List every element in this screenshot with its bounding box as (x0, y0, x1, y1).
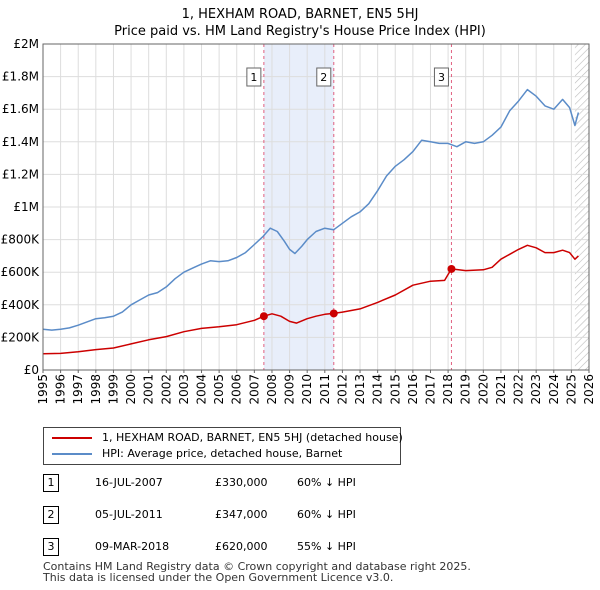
y-tick-label: £200K (1, 330, 41, 344)
x-tick-label: 2015 (388, 374, 402, 405)
x-tick-label: 2001 (142, 374, 156, 405)
x-tick-label: 2014 (371, 374, 385, 405)
legend-item-property: 1, HEXHAM ROAD, BARNET, EN5 5HJ (detache… (52, 430, 403, 446)
chart-legend: 1, HEXHAM ROAD, BARNET, EN5 5HJ (detache… (43, 427, 403, 465)
plot-frame (42, 43, 590, 371)
sale-point (447, 264, 456, 273)
x-tick-label: 2003 (177, 374, 191, 405)
x-tick-label: 2025 (564, 374, 578, 405)
transaction-date: 09-MAR-2018 (95, 540, 170, 553)
transaction-row: 2 05-JUL-2011 £347,000 60% ↓ HPI (43, 506, 443, 524)
x-tick-label: 2024 (547, 374, 561, 405)
x-tick-label: 2004 (195, 374, 209, 405)
legend-swatch-hpi (52, 453, 92, 455)
hpi-line (42, 88, 580, 331)
x-tick-label: 1995 (36, 374, 50, 405)
x-tick-label: 1996 (54, 374, 68, 405)
y-tick-label: £1.4M (2, 135, 39, 149)
sale-label: 2 (320, 71, 327, 84)
x-tick-label: 2019 (459, 374, 473, 405)
x-tick-label: 2021 (494, 374, 508, 405)
x-tick-label: 2007 (247, 374, 261, 405)
x-tick-label: 2022 (512, 374, 526, 405)
x-tick-label: 2002 (159, 374, 173, 405)
x-tick-label: 2011 (318, 374, 332, 405)
price-chart: 1 2 3 £0 £200K £400K £600K £800K £1M £1.2M £1.4M £… (1, 37, 596, 405)
x-tick-label: 2009 (283, 374, 297, 405)
transaction-number: 2 (43, 506, 59, 524)
legend-item-hpi: HPI: Average price, detached house, Barn… (52, 446, 342, 462)
x-tick-label: 2017 (423, 374, 437, 405)
x-tick-label: 1999 (106, 374, 120, 405)
y-tick-label: £1.2M (2, 167, 39, 181)
transaction-date: 05-JUL-2011 (95, 508, 163, 521)
x-tick-label: 2006 (230, 374, 244, 405)
x-tick-label: 2020 (476, 374, 490, 405)
legend-swatch-property (52, 437, 92, 439)
y-tick-label: £1.8M (2, 70, 39, 84)
sale-label-box (316, 67, 332, 87)
y-tick-label: £0 (24, 363, 39, 377)
x-tick-label: 2010 (300, 374, 314, 405)
transaction-hpi: 55% ↓ HPI (297, 540, 356, 553)
chart-title: 1, HEXHAM ROAD, BARNET, EN5 5HJ Price pa… (0, 6, 600, 40)
footer-line2: This data is licensed under the Open Gov… (43, 571, 394, 584)
y-tick-label: £1M (13, 200, 39, 214)
x-tick-label: 2005 (212, 374, 226, 405)
sale-point (259, 312, 268, 321)
transaction-price: £330,000 (215, 476, 268, 489)
x-tick-label: 2012 (335, 374, 349, 405)
transaction-price: £620,000 (215, 540, 268, 553)
sale-label: 1 (250, 71, 257, 84)
chart-title-line1: 1, HEXHAM ROAD, BARNET, EN5 5HJ (181, 7, 419, 22)
property-price-line (42, 244, 579, 355)
sale-label-box (433, 67, 449, 87)
attribution-footer: Contains HM Land Registry data © Crown c… (43, 561, 471, 583)
x-tick-label: 2008 (265, 374, 279, 405)
transaction-hpi: 60% ↓ HPI (297, 508, 356, 521)
x-tick-label: 2016 (406, 374, 420, 405)
sale-label: 3 (438, 71, 445, 84)
x-tick-label: 1998 (89, 374, 103, 405)
x-tick-label: 1997 (71, 374, 85, 405)
transaction-number: 1 (43, 474, 59, 492)
transaction-date: 16-JUL-2007 (95, 476, 163, 489)
sale-label-box (246, 67, 262, 87)
transaction-price: £347,000 (215, 508, 268, 521)
footer-line1: Contains HM Land Registry data © Crown c… (43, 560, 471, 573)
sale-point (329, 309, 338, 318)
x-tick-label: 2026 (582, 374, 596, 405)
x-tick-label: 2018 (441, 374, 455, 405)
legend-label-hpi: HPI: Average price, detached house, Barn… (102, 447, 343, 460)
transaction-row: 1 16-JUL-2007 £330,000 60% ↓ HPI (43, 474, 443, 492)
legend-label-property: 1, HEXHAM ROAD, BARNET, EN5 5HJ (detache… (102, 431, 403, 444)
y-tick-label: £600K (1, 265, 41, 279)
y-tick-label: £1.6M (2, 102, 39, 116)
y-tick-label: £2M (13, 37, 39, 51)
x-tick-label: 2013 (353, 374, 367, 405)
chart-title-line2: Price paid vs. HM Land Registry's House … (114, 24, 486, 39)
y-tick-label: £400K (1, 298, 41, 312)
x-tick-label: 2000 (124, 374, 138, 405)
transaction-hpi: 60% ↓ HPI (297, 476, 356, 489)
y-tick-label: £800K (1, 233, 41, 247)
transaction-number: 3 (43, 538, 59, 556)
x-tick-label: 2023 (529, 374, 543, 405)
transaction-row: 3 09-MAR-2018 £620,000 55% ↓ HPI (43, 538, 443, 556)
